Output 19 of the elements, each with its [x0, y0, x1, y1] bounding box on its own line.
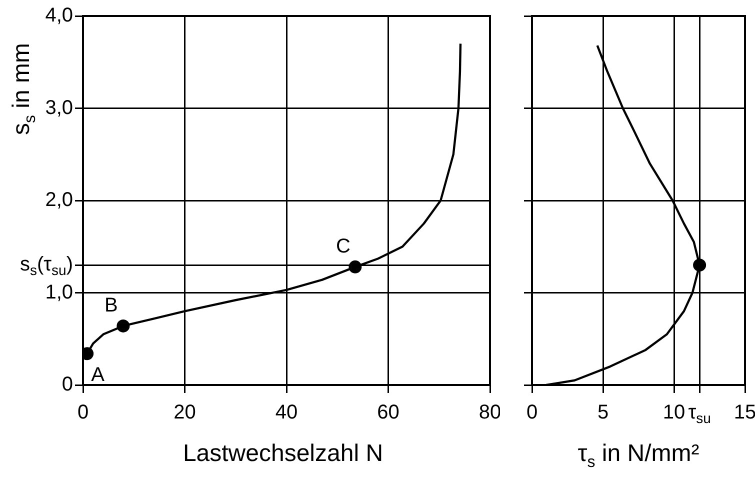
x-tick-label: 20 — [174, 402, 196, 424]
x-tick-label: 10 — [662, 402, 686, 424]
x-tick-label: 40 — [275, 402, 298, 424]
y-tick-label: 1,0 — [45, 281, 74, 304]
x-tick-label: 0 — [526, 402, 538, 424]
annotation: A — [91, 364, 106, 386]
x-tick-label: 15 — [734, 402, 755, 424]
x-tick-label: 0 — [77, 402, 89, 424]
annotation: B — [104, 294, 118, 316]
annotation: C — [336, 235, 350, 258]
x-tick-label: 60 — [377, 402, 400, 424]
x-axis-title: Lastwechselzahl N — [182, 440, 384, 468]
x-axis-title: τ$_{s}$ in N/mm² — [576, 440, 700, 472]
y-tick-label: 3,0 — [45, 96, 74, 119]
x-tick-label: 80 — [478, 402, 502, 424]
x-tick-label: 5 — [597, 402, 609, 424]
y-tick-label: 2,0 — [45, 189, 74, 212]
y-tick-label: 4,0 — [45, 4, 74, 27]
y-tick-label: 0 — [62, 374, 73, 396]
